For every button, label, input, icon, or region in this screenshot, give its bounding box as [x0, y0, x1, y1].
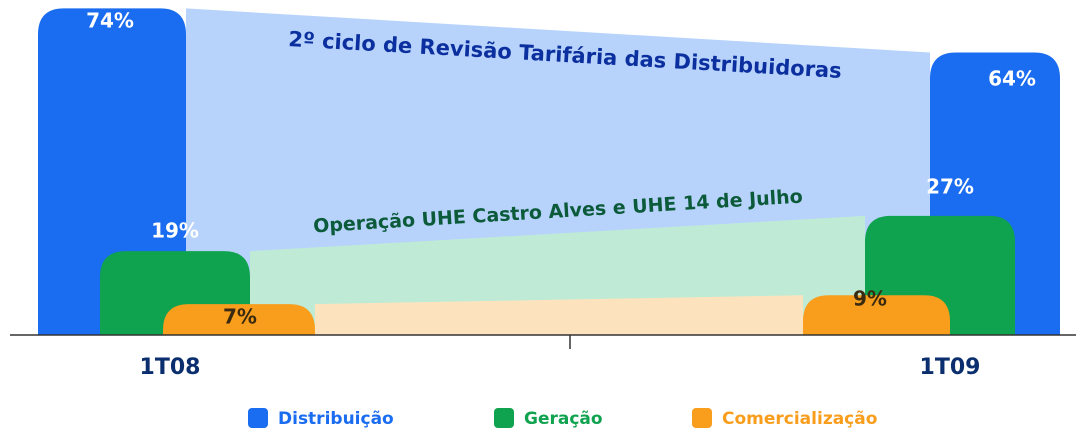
x-tick-label: 1T08 [140, 355, 201, 380]
legend-label: Comercialização [722, 409, 877, 429]
data-label: 64% [988, 67, 1036, 91]
bar [163, 304, 315, 335]
data-label: 27% [926, 175, 974, 199]
bar [803, 295, 950, 335]
data-label: 74% [86, 9, 134, 33]
legend-swatch [494, 408, 514, 428]
data-label: 7% [223, 305, 257, 329]
legend-label: Distribuição [278, 409, 394, 429]
data-label: 19% [151, 219, 199, 243]
data-label: 9% [853, 287, 887, 311]
legend-swatch [692, 408, 712, 428]
legend-label: Geração [524, 409, 603, 429]
x-tick-label: 1T09 [920, 355, 981, 380]
connector-band [315, 295, 803, 335]
legend-swatch [248, 408, 268, 428]
